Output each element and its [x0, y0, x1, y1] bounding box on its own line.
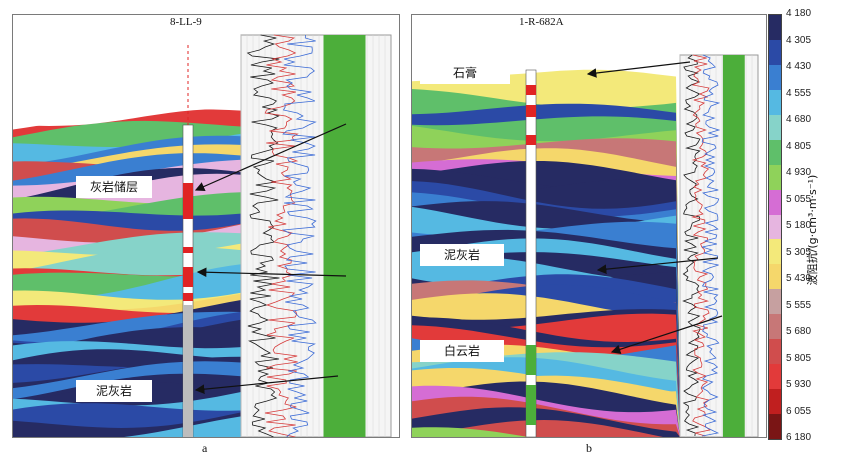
- colorbar-swatch: [769, 239, 781, 265]
- colorbar-tick-label: 5 805: [786, 352, 812, 364]
- label-dolomite: 白云岩: [420, 340, 504, 362]
- well-interval: [183, 183, 193, 219]
- label-marl-a: 泥灰岩: [76, 380, 152, 402]
- colorbar-swatch: [769, 189, 781, 216]
- colorbar-swatch: [769, 15, 781, 41]
- well-interval: [183, 247, 193, 253]
- colorbar-swatch: [769, 289, 781, 315]
- colorbar-swatch: [769, 364, 781, 390]
- well-interval: [526, 385, 536, 425]
- well-column: [525, 69, 537, 437]
- colorbar-tick-label: 4 680: [786, 114, 812, 125]
- colorbar-swatch: [769, 314, 781, 340]
- panel-letter-b: b: [586, 441, 592, 455]
- colorbar-swatch: [769, 164, 781, 191]
- colorbar-tick-label: 5 930: [786, 379, 812, 390]
- colorbar-tick-label: 6 055: [786, 405, 812, 417]
- well-interval: [526, 85, 536, 95]
- well-name-a: 8-LL-9: [170, 16, 202, 28]
- well-interval: [183, 267, 193, 287]
- label-limestone-reservoir: 灰岩储层: [76, 176, 152, 198]
- impedance-layer: [412, 427, 680, 437]
- colorbar-swatch: [769, 89, 781, 116]
- colorbar-swatch: [769, 414, 781, 440]
- well-interval: [183, 293, 193, 301]
- panel-letter-a: a: [202, 441, 208, 455]
- log-curve: [246, 34, 280, 437]
- colorbar-swatch: [769, 389, 781, 415]
- colorbar-tick-label: 4 805: [786, 140, 812, 152]
- log-curve: [701, 54, 721, 437]
- lithology-fill: [722, 55, 745, 437]
- log-curve: [281, 34, 317, 437]
- colorbar-swatch: [769, 214, 781, 240]
- well-interval: [526, 135, 536, 145]
- colorbar-swatch: [769, 139, 781, 166]
- colorbar-tick-label: 4 305: [786, 34, 812, 46]
- label-gypsum: 石膏: [420, 62, 510, 84]
- colorbar-tick-label: 5 430: [786, 273, 812, 284]
- colorbar-tick-label: 5 180: [786, 220, 812, 231]
- well-interval: [526, 105, 536, 117]
- log-track-background: [240, 34, 392, 437]
- log-curve: [682, 54, 701, 437]
- colorbar-tick-label: 5 555: [786, 299, 812, 311]
- colorbar-tick-label: 5 305: [786, 246, 812, 258]
- well-interval: [526, 345, 536, 375]
- colorbar-swatch: [769, 64, 781, 91]
- label-marl-b: 泥灰岩: [420, 244, 504, 266]
- colorbar: [768, 14, 782, 440]
- section-top-mask: [13, 15, 241, 126]
- panel-a: [12, 14, 400, 438]
- colorbar-swatch: [769, 339, 781, 365]
- colorbar-tick-label: 4 180: [786, 8, 812, 19]
- colorbar-tick-label: 5 055: [786, 193, 812, 205]
- well-name-b: 1-R-682A: [519, 16, 564, 28]
- colorbar-swatch: [769, 264, 781, 290]
- log-track-background: [679, 54, 759, 437]
- colorbar-swatch: [769, 114, 781, 141]
- colorbar-title: 波阻抗/(g·cm³·m·s⁻¹): [806, 174, 819, 286]
- colorbar-tick-label: 4 430: [786, 61, 812, 72]
- log-curve: [691, 54, 711, 437]
- seismic-section-a: [13, 15, 399, 437]
- colorbar-tick-label: 5 680: [786, 326, 812, 337]
- colorbar-swatch: [769, 39, 781, 66]
- colorbar-tick-label: 4 930: [786, 167, 812, 178]
- lithology-fill: [323, 35, 366, 437]
- colorbar-tick-label: 4 555: [786, 87, 812, 99]
- log-curve: [264, 34, 299, 437]
- well-interval: [183, 305, 193, 437]
- colorbar-tick-label: 6 180: [786, 432, 812, 443]
